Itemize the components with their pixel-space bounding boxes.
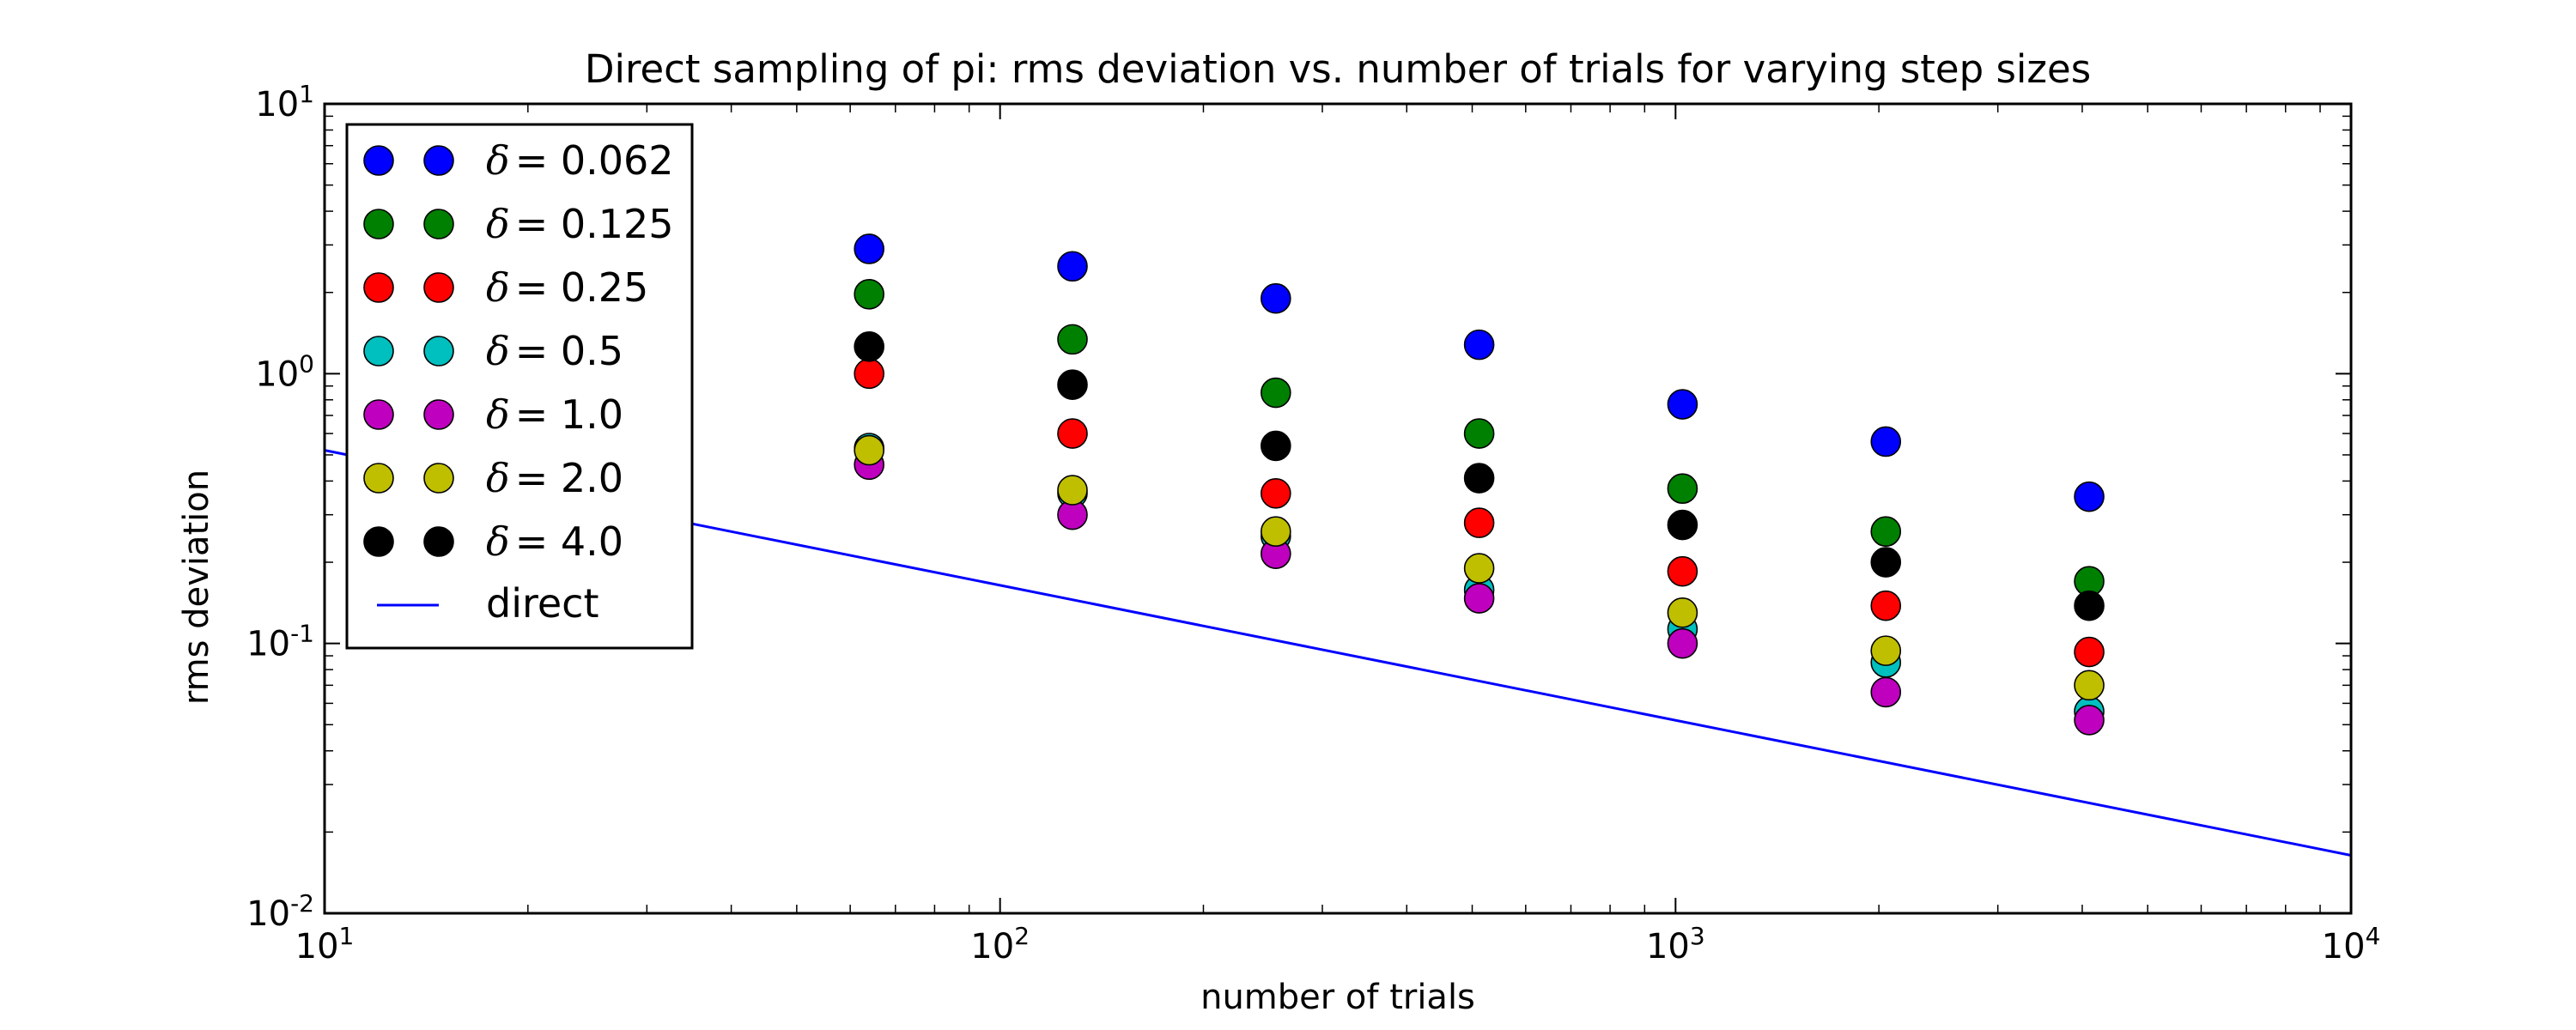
data-point <box>1463 507 1495 538</box>
legend-marker <box>363 272 394 303</box>
legend-marker <box>363 145 394 176</box>
axis-ticks: 101 102 103 104 10-2 10-1 100 101 <box>246 80 2380 966</box>
data-point <box>1870 635 1902 666</box>
legend-label: δ = 1.0 <box>486 391 623 438</box>
series-2 <box>854 358 2105 668</box>
legend-marker <box>423 145 454 176</box>
legend-label: δ = 0.25 <box>486 264 648 311</box>
legend-label: δ = 2.0 <box>486 455 623 501</box>
data-point <box>854 278 884 310</box>
data-point <box>1667 509 1698 541</box>
data-point <box>854 358 884 390</box>
data-point <box>1463 418 1495 449</box>
series-1 <box>854 278 2105 597</box>
data-point <box>1870 426 1902 457</box>
legend-marker <box>423 463 454 494</box>
legend-marker <box>423 336 454 367</box>
data-point <box>854 434 884 466</box>
legend-label: δ = 4.0 <box>486 518 623 565</box>
legend-marker <box>363 399 394 430</box>
data-point <box>2074 636 2105 668</box>
data-point <box>1261 282 1291 314</box>
data-point <box>2074 705 2105 736</box>
data-point <box>1870 547 1902 578</box>
legend-label: δ = 0.125 <box>486 201 674 247</box>
legend-marker <box>363 209 394 239</box>
data-point <box>2074 481 2105 512</box>
data-point <box>1261 430 1291 462</box>
legend-marker <box>423 526 454 557</box>
series-0 <box>854 233 2105 512</box>
chart-title: Direct sampling of pi: rms deviation vs.… <box>585 46 2091 92</box>
x-tick-label: 102 <box>970 922 1030 966</box>
legend-marker <box>363 526 394 557</box>
x-tick-label: 101 <box>295 922 355 966</box>
legend-label: δ = 0.062 <box>486 137 674 184</box>
legend-marker <box>363 336 394 367</box>
y-tick-label: 10-1 <box>246 620 314 664</box>
legend-box <box>345 123 694 650</box>
series-5 <box>854 434 2105 701</box>
data-point <box>1463 329 1495 360</box>
data-point <box>1057 324 1088 355</box>
y-axis-label: rms deviation <box>177 470 216 705</box>
data-point <box>1463 583 1495 614</box>
data-point <box>1870 590 1902 621</box>
data-point <box>854 233 884 264</box>
data-point <box>1057 369 1088 401</box>
legend-marker <box>423 209 454 239</box>
y-tick-label: 101 <box>255 80 314 124</box>
x-tick-label: 104 <box>2322 922 2381 966</box>
data-point <box>1261 377 1291 409</box>
data-point <box>2074 590 2105 621</box>
legend-marker <box>423 272 454 303</box>
legend-marker <box>423 399 454 430</box>
data-point <box>1463 463 1495 494</box>
data-point <box>1667 389 1698 420</box>
legend-label: direct <box>486 580 599 627</box>
data-point <box>1667 555 1698 587</box>
data-point <box>1261 516 1291 548</box>
data-point <box>1870 676 1902 708</box>
y-tick-label: 100 <box>255 349 314 394</box>
data-point <box>1667 473 1698 505</box>
series-6 <box>854 330 2105 621</box>
plot-frame <box>323 102 2353 915</box>
data-point <box>1057 251 1088 282</box>
legend: δ = 0.062 δ = 0.125 δ = 0.25 δ = 0.5 δ = 1.0 δ = 2.… <box>345 123 694 650</box>
x-axis-label: number of trials <box>1200 978 1475 1017</box>
y-tick-label: 10-2 <box>246 889 314 934</box>
legend-marker <box>363 463 394 494</box>
data-point <box>2074 670 2105 701</box>
data-point <box>1057 475 1088 506</box>
data-point <box>1870 516 1902 548</box>
data-point <box>1463 553 1495 584</box>
data-point <box>1057 418 1088 449</box>
data-point <box>1261 478 1291 509</box>
data-point <box>1667 627 1698 659</box>
data-point <box>1667 597 1698 628</box>
data-point <box>854 330 884 362</box>
legend-label: δ = 0.5 <box>486 328 623 374</box>
x-tick-label: 103 <box>1646 922 1705 966</box>
